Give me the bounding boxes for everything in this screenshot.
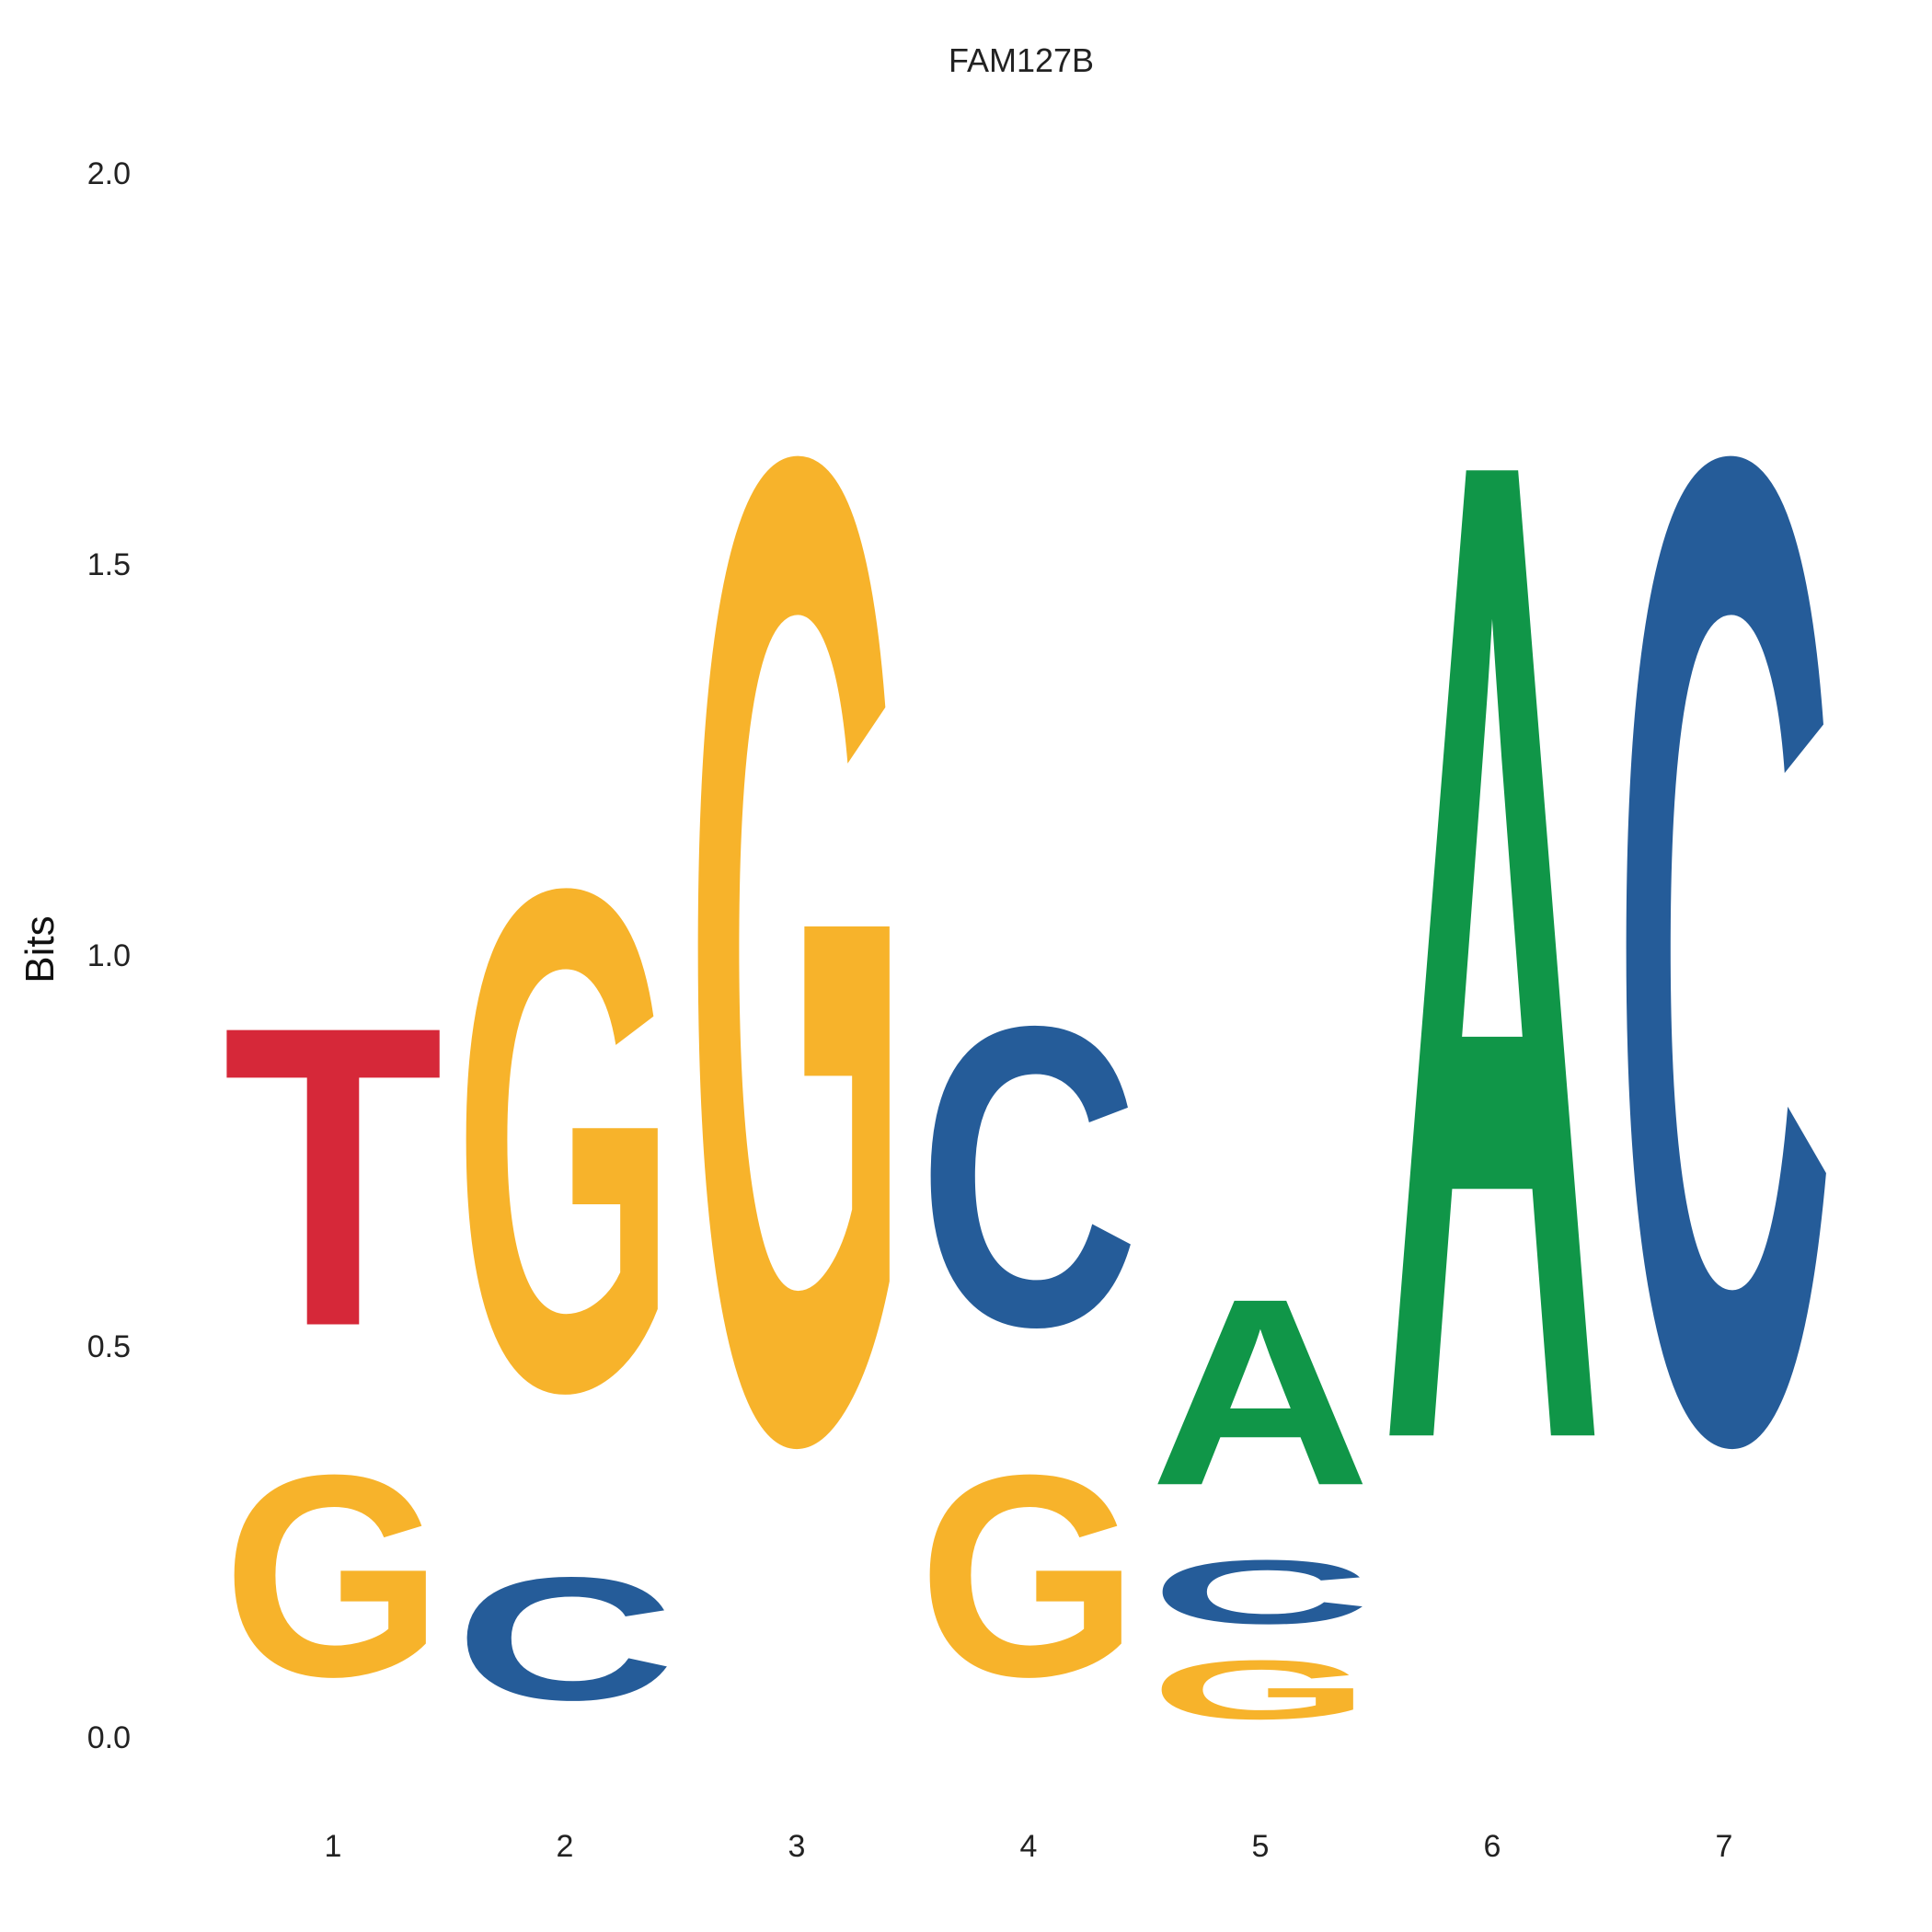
letter-C: C xyxy=(918,937,1139,1415)
chart-title: FAM127B xyxy=(949,41,1094,79)
x-tick-label: 4 xyxy=(1020,1829,1038,1864)
y-tick-label: 1.0 xyxy=(87,938,131,973)
y-tick-label: 0.0 xyxy=(87,1720,131,1755)
y-axis-ticks: 0.0 0.5 1.0 1.5 2.0 xyxy=(87,156,131,1755)
letter-G: G xyxy=(918,1415,1139,1736)
x-tick-label: 3 xyxy=(788,1829,806,1864)
letter-G: G xyxy=(223,1415,443,1736)
stack-position-1: GT xyxy=(223,937,443,1736)
letter-T: T xyxy=(223,937,443,1416)
x-tick-label: 2 xyxy=(557,1829,574,1864)
x-tick-label: 1 xyxy=(325,1829,342,1864)
letter-G: G xyxy=(686,167,907,1734)
stack-position-7: C xyxy=(1614,166,1834,1733)
letter-G: G xyxy=(1150,1643,1371,1737)
letter-C: C xyxy=(1150,1541,1371,1643)
x-tick-label: 5 xyxy=(1252,1829,1270,1864)
letter-G: G xyxy=(454,742,675,1540)
y-axis-label: Bits xyxy=(17,915,63,983)
letter-C: C xyxy=(1614,166,1834,1733)
stack-position-4: GC xyxy=(918,937,1139,1736)
stack-position-2: CG xyxy=(454,742,675,1736)
y-tick-label: 1.5 xyxy=(87,547,131,582)
letter-C: C xyxy=(454,1541,675,1736)
stack-position-5: GCA xyxy=(1150,1244,1371,1737)
letter-A: A xyxy=(1150,1244,1371,1541)
x-tick-label: 7 xyxy=(1716,1829,1733,1864)
stack-position-6: A xyxy=(1382,166,1603,1733)
x-axis-ticks: 1 2 3 4 5 6 7 xyxy=(325,1829,1733,1864)
x-tick-label: 6 xyxy=(1484,1829,1501,1864)
letter-A: A xyxy=(1382,166,1603,1733)
y-tick-label: 0.5 xyxy=(87,1329,131,1364)
y-tick-label: 2.0 xyxy=(87,156,131,191)
stack-position-3: G xyxy=(686,167,907,1734)
